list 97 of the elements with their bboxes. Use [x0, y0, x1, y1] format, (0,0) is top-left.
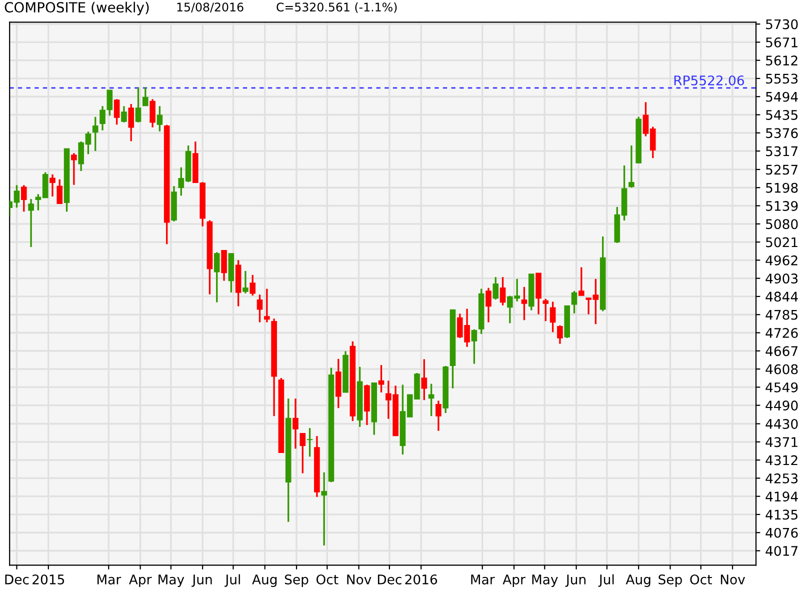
candlestick [300, 432, 306, 474]
candlestick [20, 184, 27, 212]
y-tick-label: 5198 [766, 182, 798, 193]
candlestick [571, 290, 578, 314]
y-tick-label: 5553 [766, 74, 798, 84]
x-tick-label: Dec [5, 574, 29, 584]
y-tick-label: 4962 [766, 255, 798, 266]
candlestick [557, 324, 563, 345]
y-tick-label: 5317 [766, 146, 798, 156]
candlestick [106, 89, 113, 117]
candlestick [221, 250, 227, 282]
y-tick-label: 4253 [766, 473, 798, 484]
ref-line-label: RP5522.06 [674, 75, 744, 86]
y-tick-label: 4608 [766, 364, 798, 374]
candlestick [150, 98, 156, 128]
candlestick [578, 266, 584, 296]
x-tick-label: Aug [252, 574, 277, 587]
y-tick-label: 4312 [766, 455, 798, 466]
y-tick-label: 5021 [766, 237, 798, 248]
y-tick-label: 4194 [766, 492, 798, 502]
y-tick-label: 4903 [766, 274, 798, 284]
x-tick-label: Dec [378, 574, 402, 584]
x-tick-label: Nov [347, 574, 372, 584]
y-tick-label: 4844 [766, 292, 798, 302]
y-tick-label: 4785 [766, 310, 798, 320]
candlestick [256, 294, 263, 324]
candlestick [436, 400, 442, 432]
x-tick-label: Jul [598, 574, 614, 587]
candlestick [71, 152, 77, 186]
candlestick [156, 105, 163, 132]
y-tick-label: 4076 [766, 528, 798, 538]
y-tick-label: 5435 [766, 110, 798, 120]
y-tick-label: 5730 [766, 19, 798, 30]
x-tick-label: Sep [658, 574, 682, 587]
candlestick [142, 86, 148, 107]
candlestick [492, 276, 499, 300]
y-tick-label: 4726 [766, 328, 798, 338]
candlestick [378, 364, 384, 394]
candlestick [264, 288, 270, 324]
candlestick [550, 300, 556, 333]
candlestick [321, 472, 327, 546]
x-tick-label: May [532, 574, 558, 587]
y-tick-label: 4490 [766, 400, 798, 411]
candlestick [428, 382, 434, 417]
x-tick-label: Jun [565, 574, 586, 587]
candlestick [92, 116, 98, 152]
y-tick-label: 5612 [766, 56, 798, 66]
x-tick-label: Mar [97, 574, 122, 584]
x-tick-label: Jul [224, 574, 240, 587]
candlestick [56, 178, 63, 204]
y-tick-label: 5671 [766, 37, 798, 48]
y-tick-label: 5257 [766, 164, 798, 175]
x-tick-label: Apr [128, 574, 152, 587]
y-tick-label: 5376 [766, 128, 798, 138]
y-tick-label: 4371 [766, 437, 798, 448]
x-tick-label: Nov [720, 574, 745, 584]
candlestick [14, 184, 20, 208]
text: 15/08/2016 [177, 2, 244, 12]
candlestick [486, 287, 492, 324]
chart-title: COMPOSITE (weekly) [4, 2, 149, 16]
candlestick [250, 274, 256, 296]
y-tick-label: 5080 [766, 219, 798, 230]
candlestick [121, 105, 127, 124]
x-tick-label: Oct [316, 574, 338, 584]
candlestick [500, 276, 506, 306]
y-tick-label: 4017 [766, 546, 798, 556]
y-tick-label: 4667 [766, 346, 798, 356]
candlestick [306, 427, 313, 458]
candlestick [50, 174, 56, 198]
x-tick-label: Mar [471, 574, 495, 584]
candlestick [214, 251, 220, 304]
y-tick-label: 5139 [766, 200, 798, 211]
text: C=5320.561 (-1.1%) [276, 2, 397, 13]
candlestick [135, 86, 142, 124]
candlestick [542, 298, 549, 322]
x-tick-label: Sep [284, 574, 308, 587]
candlestick [114, 98, 120, 126]
y-tick-label: 4549 [766, 382, 798, 392]
x-tick-label: 2016 [405, 574, 438, 584]
y-tick-label: 5494 [766, 92, 798, 102]
x-tick-label: Jun [192, 574, 212, 587]
candlestick [242, 270, 248, 294]
candlestick [128, 103, 134, 142]
candlestick [421, 358, 428, 401]
candlestick [628, 144, 634, 188]
candlestick [28, 198, 34, 248]
x-tick-label: Aug [626, 574, 650, 587]
candlestick [471, 328, 478, 365]
candlestick [100, 105, 106, 132]
y-tick-label: 4135 [766, 510, 798, 520]
x-tick-label: Oct [690, 574, 712, 584]
x-tick-label: Apr [502, 574, 526, 587]
x-tick-label: May [158, 574, 184, 587]
candlestick [292, 398, 298, 450]
x-tick-label: 2015 [32, 574, 64, 584]
y-tick-label: 4430 [766, 418, 798, 429]
candlestick [521, 286, 528, 321]
